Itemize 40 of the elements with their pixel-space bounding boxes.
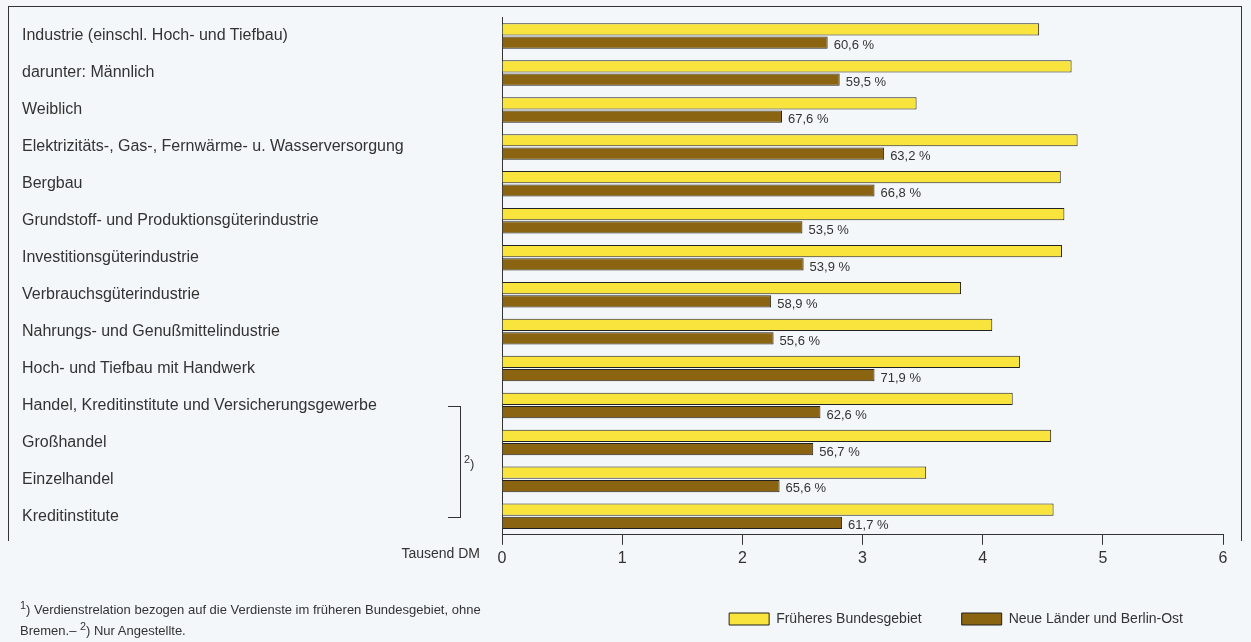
annotation: 53,9 % xyxy=(809,258,851,274)
y-tick-label: Kreditinstitute xyxy=(22,506,120,524)
annotation: 55,6 % xyxy=(779,332,821,348)
annotation: 56,7 % xyxy=(819,443,861,459)
annotation: 63,2 % xyxy=(890,147,932,163)
annotation: 71,9 % xyxy=(880,369,922,385)
y-tick-label: Elektrizitäts-, Gas-, Fernwärme- u. Wasserversorgung xyxy=(22,137,404,155)
y-tick-label: Investitionsgüterindustrie xyxy=(22,248,200,266)
x-tick-label: 6 xyxy=(1218,548,1228,566)
annotation: 66,8 % xyxy=(880,184,922,200)
legend-label: Neue Länder und Berlin-Ost xyxy=(1008,609,1184,626)
y-tick-label: Nahrungs- und Genußmittelindustrie xyxy=(22,322,281,340)
annotation: 60,6 % xyxy=(833,37,875,53)
y-tick-label: Industrie (einschl. Hoch- und Tiefbau) xyxy=(22,26,288,44)
y-tick-label: Bergbau xyxy=(22,174,83,192)
text: $^{2}$) xyxy=(464,452,475,472)
annotation: 59,5 % xyxy=(845,74,887,90)
x-tick-label: 4 xyxy=(978,548,988,566)
annotation: 62,6 % xyxy=(826,406,868,422)
x-tick-label: 5 xyxy=(1098,548,1108,566)
annotation: 53,5 % xyxy=(808,221,850,237)
annotation: 65,6 % xyxy=(785,480,827,496)
y-tick-label: Verbrauchsgüterindustrie xyxy=(22,285,200,303)
y-tick-label: darunter: Männlich xyxy=(22,63,155,81)
x-tick-label: 1 xyxy=(617,548,627,566)
x-axis-title: Tausend DM xyxy=(401,544,480,561)
text: $^{1}$) Verdienstrelation bezogen auf die Verdienste im früheren Bundesgebiet, ohne Bremen.– $^{2}$) Nur Angestellte. xyxy=(20,598,482,640)
annotation: 58,9 % xyxy=(777,295,819,311)
y-tick-label: Grundstoff- und Produktionsgüterindustrie xyxy=(22,211,319,229)
y-tick-label: Hoch- und Tiefbau mit Handwerk xyxy=(22,358,256,376)
annotation: 67,6 % xyxy=(787,111,829,127)
y-tick-label: Handel, Kreditinstitute und Versicherungsgewerbe xyxy=(22,395,377,413)
legend-label: Früheres Bundesgebiet xyxy=(776,609,922,626)
y-tick-label: Einzelhandel xyxy=(22,469,114,487)
x-tick-label: 2 xyxy=(737,548,747,566)
y-tick-label: Großhandel xyxy=(22,432,107,450)
x-tick-label: 0 xyxy=(497,548,507,566)
y-tick-label: Weiblich xyxy=(22,100,83,118)
x-tick-label: 3 xyxy=(858,548,868,566)
annotation: 61,7 % xyxy=(848,517,889,533)
